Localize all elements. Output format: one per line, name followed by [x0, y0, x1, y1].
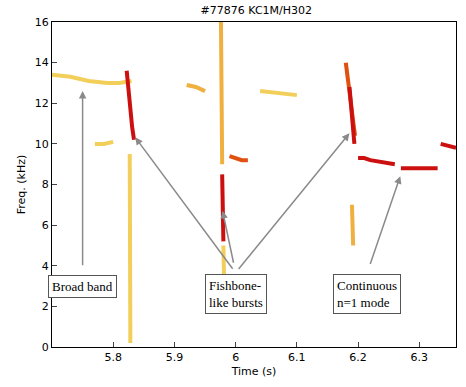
svg-text:5.9: 5.9	[166, 351, 184, 364]
svg-text:6.3: 6.3	[411, 351, 429, 364]
svg-text:Time (s): Time (s)	[231, 365, 277, 378]
svg-text:5.8: 5.8	[104, 351, 122, 364]
svg-text:16: 16	[35, 16, 49, 29]
svg-text:14: 14	[35, 56, 49, 69]
svg-text:6.2: 6.2	[349, 351, 367, 364]
svg-text:0: 0	[42, 341, 49, 354]
svg-text:8: 8	[42, 178, 49, 191]
svg-text:6: 6	[232, 351, 239, 364]
svg-text:2: 2	[42, 300, 49, 313]
svg-text:12: 12	[35, 97, 49, 110]
svg-text:10: 10	[35, 138, 49, 151]
svg-text:6.1: 6.1	[288, 351, 306, 364]
svg-text:Fishbone-like bursts: Fishbone-like bursts	[209, 278, 263, 310]
svg-text:Broad band: Broad band	[52, 279, 113, 294]
svg-text:Freq. (kHz): Freq. (kHz)	[15, 155, 28, 215]
svg-text:#77876 KC1M/H302: #77876 KC1M/H302	[201, 4, 312, 17]
svg-text:Continuousn=1 mode: Continuousn=1 mode	[337, 278, 397, 310]
svg-text:6: 6	[42, 219, 49, 232]
svg-text:4: 4	[42, 260, 49, 273]
